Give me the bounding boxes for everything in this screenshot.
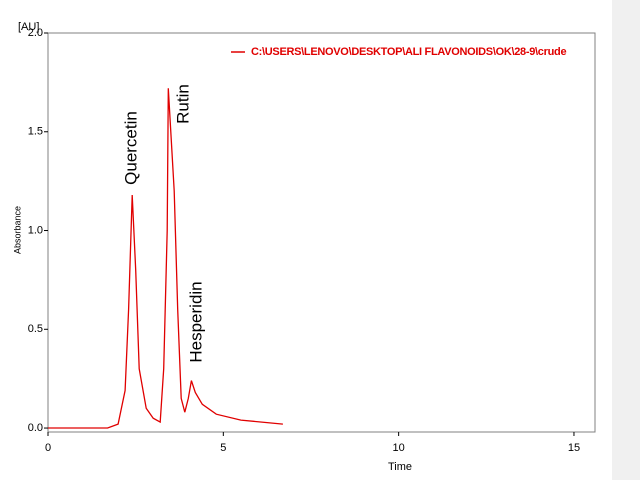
x-axis-title: Time — [388, 461, 412, 473]
peak-label: Rutin — [173, 84, 192, 124]
peak-label: Quercetin — [121, 111, 140, 185]
y-axis-title: Absorbance — [12, 206, 22, 254]
y-tick-label: 0.0 — [28, 422, 43, 434]
side-panel — [612, 0, 640, 480]
series-line — [48, 88, 283, 429]
y-tick-label: 1.0 — [28, 224, 43, 236]
y-tick-label: 1.5 — [28, 126, 43, 138]
y-tick-label: 2.0 — [28, 27, 43, 39]
peak-label: Hesperidin — [186, 281, 205, 362]
x-tick-label: 5 — [220, 442, 226, 454]
y-tick-label: 0.5 — [28, 323, 43, 335]
x-tick-label: 15 — [568, 442, 580, 454]
legend-entry: C:\USERS\LENOVO\DESKTOP\ALI FLAVONOIDS\O… — [251, 46, 566, 58]
plot-area — [47, 32, 596, 433]
y-unit-label: [AU] — [18, 21, 39, 33]
x-tick-label: 0 — [45, 442, 51, 454]
x-tick-label: 10 — [393, 442, 405, 454]
